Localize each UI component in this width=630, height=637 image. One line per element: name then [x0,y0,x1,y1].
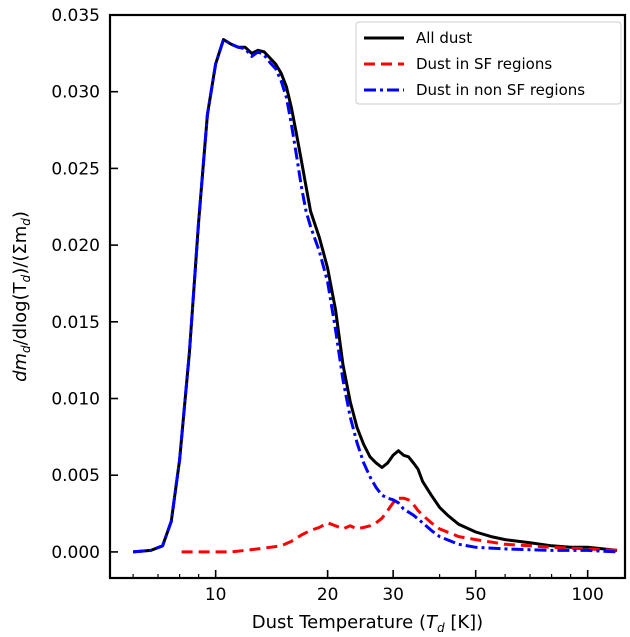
x-axis-title: Dust Temperature (Td [K]) [252,612,483,635]
legend-label-2: Dust in non SF regions [416,81,585,99]
legend-box [355,21,622,105]
series-line-1 [181,496,618,554]
legend-label-1: Dust in SF regions [416,55,552,73]
x-tick-label: 100 [571,585,603,605]
series-line-0 [132,38,618,554]
series-line-2 [132,38,618,554]
y-tick-label: 0.010 [51,390,100,410]
y-axis-ticks: 0.000 0.005 0.010 0.015 0.020 0.025 0.030 0.035 [51,6,118,563]
x-tick-label: 20 [317,585,339,605]
y-tick-label: 0.030 [51,83,100,103]
x-axis-ticks: 10 20 30 50 100 [132,570,604,605]
series-layer [132,38,618,554]
y-tick-label: 0.025 [51,159,100,179]
legend-label-0: All dust [416,29,472,47]
x-tick-label: 50 [465,585,487,605]
y-tick-label: 0.020 [51,236,100,256]
x-tick-label: 10 [205,585,227,605]
y-tick-label: 0.005 [51,466,100,486]
plot-frame [108,13,627,580]
y-tick-label: 0.015 [51,313,100,333]
legend: All dust Dust in SF regions Dust in non SF… [355,21,622,105]
y-axis-title: dmd/dlog(Td)/(Σmd) [10,211,33,382]
x-tick-label: 30 [382,585,404,605]
y-tick-label: 0.035 [51,6,100,26]
y-tick-label: 0.000 [51,543,100,563]
